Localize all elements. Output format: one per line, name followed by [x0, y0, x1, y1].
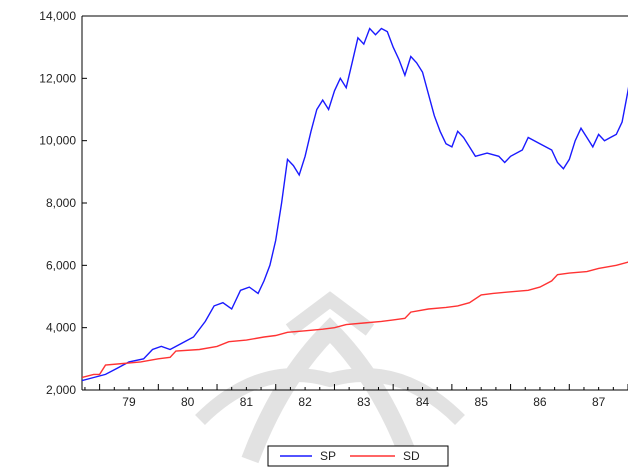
legend-label-sd: SD: [403, 449, 420, 463]
x-tick-label: 83: [357, 395, 371, 409]
series-line-sp: [82, 27, 628, 382]
legend-label-sp: SP: [320, 449, 336, 463]
x-tick-label: 80: [181, 395, 195, 409]
legend: SP SD: [267, 445, 449, 467]
y-tick-label: 2,000: [46, 383, 76, 397]
y-axis-ticks: 2,000 4,000 6,000 8,000 10,000 12,000 14,000: [39, 9, 87, 397]
y-tick-label: 10,000: [39, 134, 76, 148]
x-tick-label: 79: [122, 395, 136, 409]
y-tick-label: 12,000: [39, 71, 76, 85]
x-tick-label: 87: [592, 395, 606, 409]
x-tick-label: 86: [533, 395, 547, 409]
watermark-ornament: [195, 291, 465, 464]
y-tick-label: 14,000: [39, 9, 76, 23]
x-tick-label: 84: [416, 395, 430, 409]
series-line-sd: [82, 261, 628, 379]
x-axis-ticks: 79 80 81 82 83 84 85 86 87: [84, 384, 628, 409]
x-tick-label: 82: [298, 395, 312, 409]
x-tick-label: 81: [240, 395, 254, 409]
y-tick-label: 4,000: [46, 321, 76, 335]
series-lines: [82, 27, 628, 382]
x-tick-label: 85: [475, 395, 489, 409]
y-tick-label: 6,000: [46, 258, 76, 272]
plot-area: 2,000 4,000 6,000 8,000 10,000 12,000 14,000 7…: [39, 9, 628, 409]
y-tick-label: 8,000: [46, 196, 76, 210]
